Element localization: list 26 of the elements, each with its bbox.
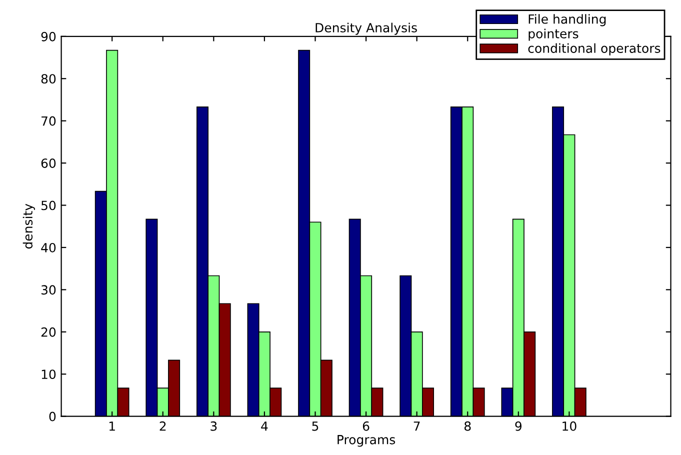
x-tick-label: 7 xyxy=(414,422,420,431)
y-tick-label: 60 xyxy=(41,158,56,168)
x-axis-title: Programs xyxy=(338,435,396,447)
x-tick-label: 6 xyxy=(362,421,370,431)
y-tick-label: 70 xyxy=(42,116,56,126)
y-tick-label: 90 xyxy=(41,32,56,42)
y-tick-label: 20 xyxy=(41,327,56,337)
x-tick-label: 9 xyxy=(515,421,522,431)
legend-label: conditional operators xyxy=(528,43,660,56)
x-tick-label: 8 xyxy=(464,421,471,431)
legend-label: File handling xyxy=(528,14,606,26)
x-tick-label: 5 xyxy=(312,422,318,431)
legend-label: pointers xyxy=(528,28,578,41)
x-tick-label: 4 xyxy=(261,422,268,431)
y-axis-title: density xyxy=(22,204,35,249)
chart-title: Density Analysis xyxy=(316,22,417,35)
y-tick-label: 50 xyxy=(41,200,56,210)
x-tick-label: 1 xyxy=(109,422,115,431)
x-tick-label: 3 xyxy=(210,421,217,431)
y-tick-label: 30 xyxy=(41,285,56,295)
y-tick-label: 0 xyxy=(49,412,56,422)
y-tick-label: 80 xyxy=(41,74,56,84)
y-tick-label: 40 xyxy=(41,242,56,252)
y-tick-label: 10 xyxy=(42,370,56,380)
x-tick-label: 2 xyxy=(160,421,166,431)
x-tick-label: 10 xyxy=(562,421,576,431)
